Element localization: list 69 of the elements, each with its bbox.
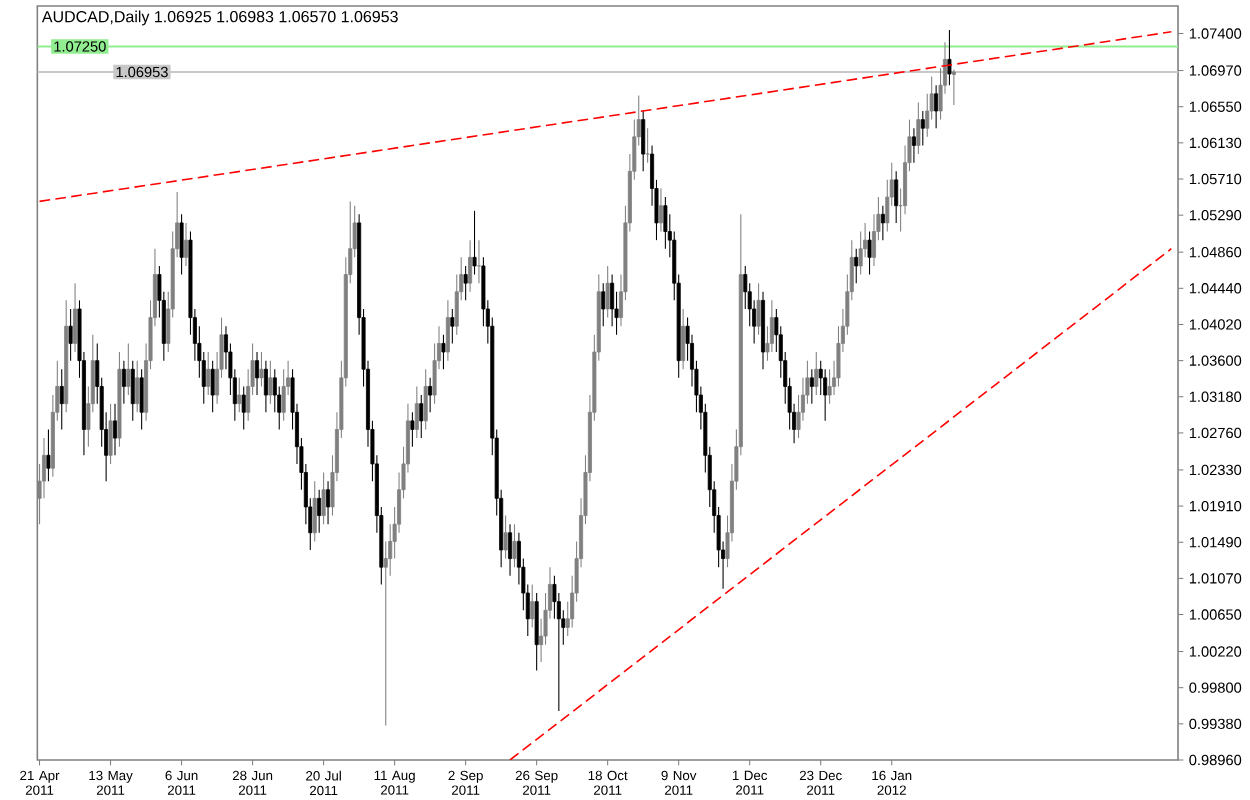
candlestick (317, 489, 322, 534)
candlestick (450, 308, 455, 344)
candlestick (423, 368, 428, 431)
candlestick (255, 351, 260, 396)
candlestick (326, 480, 331, 525)
candlestick (503, 515, 508, 560)
candlestick (468, 239, 473, 293)
candlestick (263, 360, 268, 413)
candlestick (179, 213, 184, 276)
candlestick (601, 282, 606, 327)
candlestick (911, 127, 916, 164)
candlestick (610, 274, 615, 327)
candlestick (445, 299, 450, 362)
candlestick (512, 523, 517, 568)
candlestick (410, 411, 415, 448)
candlestick (126, 342, 131, 396)
candlestick (854, 248, 859, 284)
candlestick (894, 170, 899, 224)
candlestick (68, 308, 73, 362)
candlestick (605, 265, 610, 319)
candlestick (281, 368, 286, 422)
candlestick (823, 368, 828, 422)
candlestick (139, 368, 144, 431)
candlestick (476, 239, 481, 284)
candlestick (210, 360, 215, 413)
candlestick (916, 101, 921, 155)
candlestick (463, 265, 468, 301)
candlestick (59, 368, 64, 431)
candlestick (237, 377, 242, 413)
candlestick (814, 351, 819, 396)
candlestick (951, 68, 956, 106)
candlestick (663, 196, 668, 250)
candlestick (419, 394, 424, 439)
candlestick (508, 523, 513, 577)
candlestick (108, 403, 113, 465)
candlestick (641, 110, 646, 172)
candlestick (184, 222, 189, 267)
candlestick (441, 334, 446, 370)
candlestick (414, 385, 419, 439)
candlestick (73, 282, 78, 353)
candlestick (472, 210, 477, 276)
candlestick (934, 84, 939, 129)
candlestick (756, 282, 761, 336)
candlestick (268, 360, 273, 405)
chart-title: AUDCAD,Daily 1.06925 1.06983 1.06570 1.06953 (41, 10, 398, 26)
candlestick (880, 205, 885, 241)
candlestick (681, 308, 686, 370)
candlestick (534, 592, 539, 672)
candlestick (645, 127, 650, 164)
candlestick (241, 385, 246, 431)
candlestick (920, 110, 925, 146)
candlestick (206, 351, 211, 396)
candlestick (312, 480, 317, 542)
candlestick (321, 471, 326, 525)
candlestick (867, 230, 872, 276)
candlestick (121, 360, 126, 405)
candlestick (858, 230, 863, 276)
candlestick (530, 583, 535, 628)
candlestick (135, 360, 140, 413)
candlestick (827, 368, 832, 405)
candlestick (947, 29, 952, 86)
candlestick (658, 187, 663, 233)
candlestick (259, 351, 264, 387)
candlestick (428, 377, 433, 413)
candlestick (130, 360, 135, 422)
candlestick (809, 368, 814, 405)
candlestick (46, 428, 51, 482)
candlestick (113, 403, 117, 456)
candlestick (769, 299, 774, 353)
